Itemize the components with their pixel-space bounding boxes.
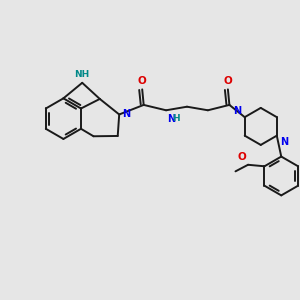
Text: NH: NH <box>74 70 89 79</box>
Text: N: N <box>167 115 175 124</box>
Text: N: N <box>233 106 241 116</box>
Text: O: O <box>138 76 147 86</box>
Text: O: O <box>238 152 247 162</box>
Text: H: H <box>172 115 180 124</box>
Text: O: O <box>224 76 232 86</box>
Text: N: N <box>122 110 130 119</box>
Text: N: N <box>280 137 289 147</box>
